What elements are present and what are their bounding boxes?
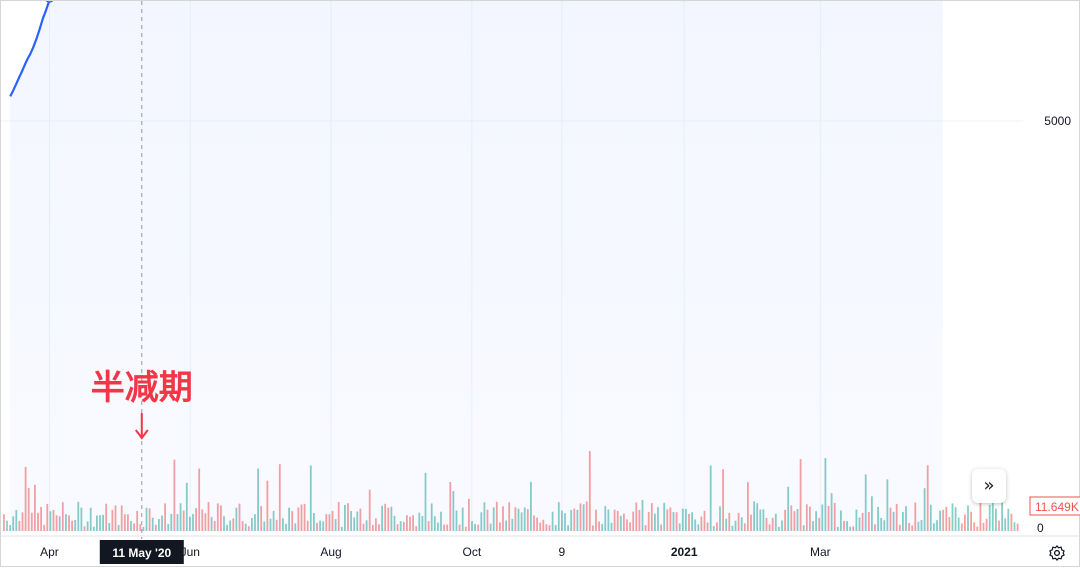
volume-bar	[995, 508, 997, 531]
x-tick-label: Apr	[40, 545, 59, 559]
volume-bar	[1016, 523, 1019, 531]
volume-bar	[1007, 508, 1010, 531]
volume-bar	[985, 518, 988, 531]
volume-bar	[964, 514, 966, 531]
y-axis: 5000100001500020000250003000035000400004…	[1029, 114, 1080, 535]
volume-bar	[942, 509, 945, 531]
volume-bar	[957, 517, 960, 531]
volume-bar	[945, 506, 948, 531]
x-tick-label: Mar	[810, 545, 831, 559]
crosshair-date-badge	[99, 540, 184, 564]
volume-bar	[991, 478, 994, 531]
volume-bar	[1010, 513, 1013, 531]
volume-bar	[948, 517, 951, 531]
halving-annotation: 半减期	[91, 1, 193, 539]
double-chevron-right-icon: »	[983, 475, 995, 496]
x-tick-label: 9	[559, 545, 566, 559]
event-marker[interactable]	[45, 1, 54, 3]
event-markers	[45, 1, 54, 3]
volume-bar	[988, 504, 991, 531]
volume-bar	[3, 514, 5, 531]
volume-bar	[960, 523, 963, 531]
y-tick-label: 0	[1037, 521, 1044, 535]
volume-bar	[976, 526, 979, 531]
volume-bar	[6, 520, 8, 531]
volume-bar	[970, 511, 972, 531]
halving-label: 半减期	[91, 368, 193, 408]
chart-settings-button[interactable]	[1047, 543, 1067, 563]
volume-bar	[951, 503, 954, 531]
volume-bar	[9, 525, 11, 531]
volume-label: 11.649K	[1035, 500, 1079, 514]
volume-bar	[954, 507, 957, 531]
x-axis: Apr Jun Aug Oct 9 2021 Mar 11 May '20	[1, 535, 1080, 564]
y-tick-label: 5000	[1044, 114, 1071, 128]
crosshair-date-label: 11 May '20	[112, 546, 171, 560]
volume-bar	[967, 505, 969, 531]
volume-bar	[979, 482, 982, 531]
price-area	[10, 1, 943, 531]
volume-bar	[1004, 518, 1007, 531]
volume-bar	[982, 522, 985, 531]
gear-icon	[1049, 545, 1065, 561]
volume-bar	[1001, 501, 1003, 531]
scroll-to-realtime-button[interactable]: »	[972, 469, 1006, 503]
x-tick-label: Aug	[320, 545, 341, 559]
x-tick-label: Jun	[181, 545, 200, 559]
halving-arrow-head	[134, 429, 149, 440]
volume-bar	[973, 522, 976, 531]
x-tick-label: 2021	[671, 545, 698, 559]
volume-bar	[1013, 522, 1016, 531]
volume-bar	[998, 520, 1000, 531]
volume-badge	[1029, 496, 1080, 516]
x-tick-label: Oct	[462, 545, 481, 559]
price-area-fill	[10, 1, 943, 531]
